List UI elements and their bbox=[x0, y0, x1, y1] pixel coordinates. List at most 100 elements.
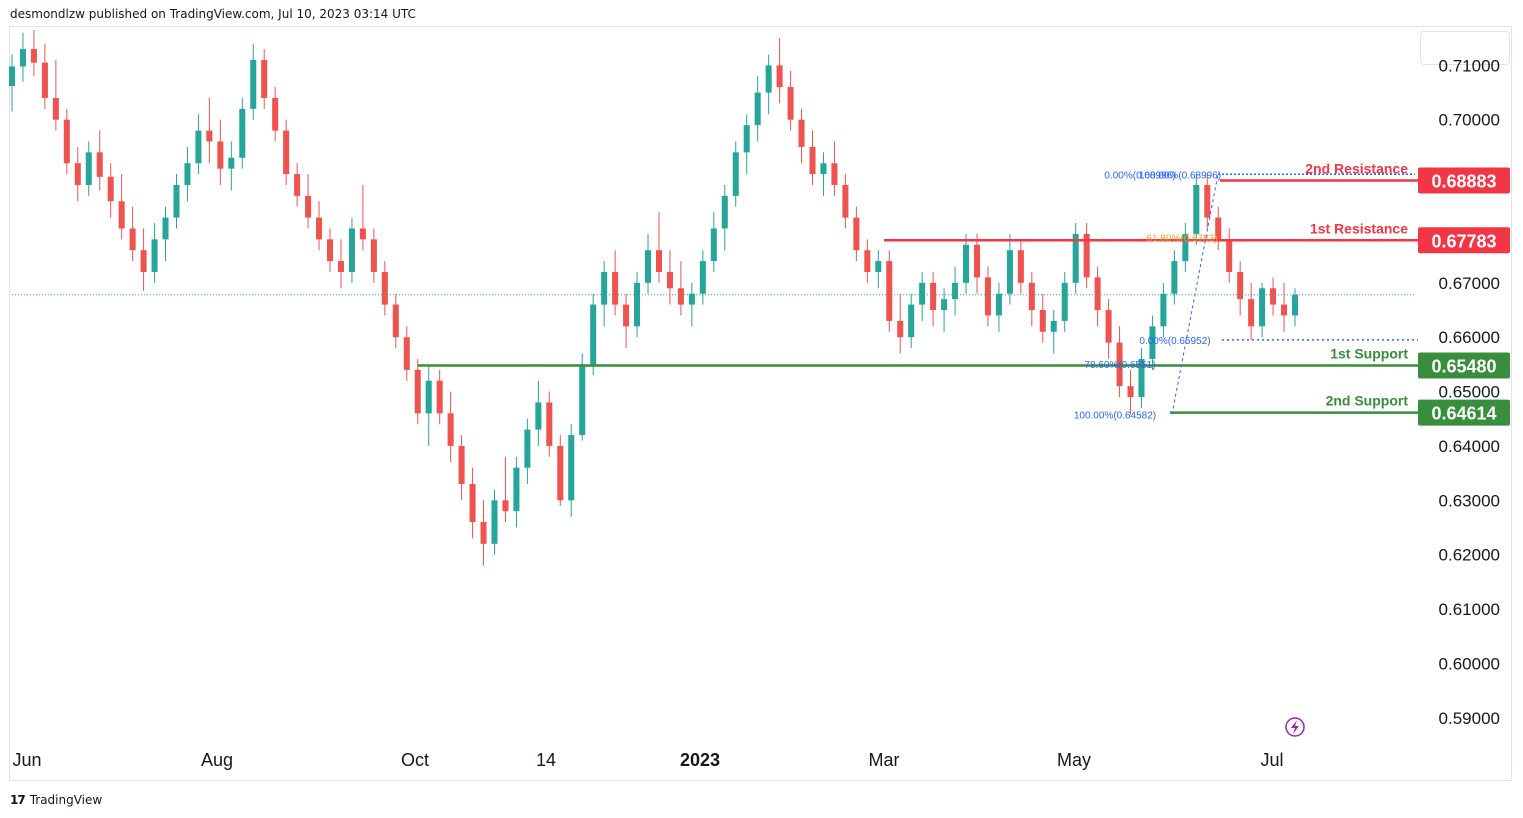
candle bbox=[195, 114, 202, 175]
candle bbox=[173, 174, 180, 229]
candle-body bbox=[425, 380, 432, 414]
candle-body bbox=[63, 119, 70, 164]
candle bbox=[1182, 223, 1189, 272]
candle-body bbox=[853, 217, 860, 251]
candle bbox=[480, 500, 487, 566]
lightning-icon-bolt bbox=[1291, 720, 1299, 734]
candle bbox=[875, 250, 882, 289]
candle-body bbox=[1291, 294, 1299, 316]
candle-body bbox=[568, 435, 575, 501]
candle bbox=[370, 228, 377, 283]
level-label: 1st Resistance bbox=[1310, 220, 1408, 236]
candle bbox=[1171, 250, 1178, 305]
candle bbox=[228, 141, 235, 191]
candle bbox=[1028, 271, 1035, 327]
candle-body bbox=[491, 500, 498, 544]
candle bbox=[1072, 223, 1079, 294]
fib-lower-label: 78.60%(0.6551) bbox=[1084, 360, 1155, 371]
candle-body bbox=[250, 59, 257, 109]
candle-body bbox=[85, 152, 92, 185]
candle-body bbox=[1105, 310, 1112, 343]
candle bbox=[151, 223, 158, 283]
candle-body bbox=[1017, 250, 1024, 283]
misc-layer bbox=[12, 294, 1415, 737]
candle bbox=[206, 97, 213, 164]
candle bbox=[831, 141, 838, 196]
candle-body bbox=[601, 271, 608, 305]
candle bbox=[919, 271, 926, 321]
candle bbox=[732, 141, 739, 207]
fib-upper-label: 100.00%(0.68996) bbox=[1139, 170, 1221, 181]
x-tick-label: 14 bbox=[536, 750, 556, 770]
candle-body bbox=[776, 65, 783, 88]
candle bbox=[1127, 369, 1134, 415]
candle-body bbox=[414, 369, 421, 414]
candle-body bbox=[1083, 233, 1090, 278]
candle bbox=[809, 130, 816, 185]
candle bbox=[118, 174, 125, 240]
candle-body bbox=[721, 195, 728, 229]
candle-body bbox=[272, 97, 279, 131]
candle bbox=[1259, 282, 1266, 338]
lightning-icon[interactable] bbox=[1285, 717, 1305, 737]
candle-body bbox=[1028, 282, 1035, 311]
candle bbox=[886, 250, 893, 332]
candle bbox=[1160, 282, 1167, 338]
candle-body bbox=[107, 176, 114, 202]
candle-body bbox=[677, 288, 684, 305]
candle-body bbox=[151, 239, 158, 272]
x-tick-label: Aug bbox=[201, 750, 233, 770]
level-price-text: 0.65480 bbox=[1431, 356, 1496, 376]
candle bbox=[546, 391, 553, 457]
candle bbox=[688, 282, 695, 327]
level-price-badge bbox=[1418, 352, 1510, 379]
candle-body bbox=[1204, 184, 1211, 218]
candle-body bbox=[403, 337, 410, 370]
candle bbox=[1270, 277, 1277, 316]
candle bbox=[699, 250, 706, 305]
candle bbox=[272, 87, 279, 142]
candle-body bbox=[886, 261, 893, 321]
candle-body bbox=[655, 250, 662, 272]
candle bbox=[414, 358, 421, 425]
chart-control-box[interactable] bbox=[1420, 31, 1510, 65]
candle bbox=[392, 293, 399, 349]
candle bbox=[1061, 271, 1068, 332]
candle bbox=[765, 54, 772, 115]
candle-body bbox=[381, 271, 388, 305]
level-price-badge bbox=[1418, 399, 1510, 426]
y-tick-label: 0.61000 bbox=[1439, 600, 1500, 619]
candle-body bbox=[765, 65, 772, 93]
candle bbox=[645, 233, 652, 294]
candle-body bbox=[864, 250, 871, 272]
x-tick-label: Jun bbox=[12, 750, 41, 770]
candle-body bbox=[173, 184, 180, 218]
candle-body bbox=[973, 244, 981, 278]
candle bbox=[754, 76, 761, 142]
candle bbox=[491, 489, 498, 555]
candle bbox=[1138, 348, 1145, 408]
price-axis: 0.71000 0.70000 0.67000 0.66000 0.65000 0.640… bbox=[1439, 56, 1500, 727]
candle-body bbox=[305, 195, 312, 218]
candle bbox=[721, 184, 728, 251]
candle-body bbox=[1160, 293, 1167, 327]
candle-body bbox=[283, 130, 290, 175]
candle bbox=[568, 424, 575, 517]
candle bbox=[601, 261, 608, 327]
candle-body bbox=[348, 228, 355, 272]
candle-body bbox=[743, 125, 750, 153]
candle-body bbox=[19, 49, 26, 67]
footer-brand[interactable]: 17 TradingView bbox=[10, 793, 102, 807]
candle-body bbox=[1171, 261, 1178, 294]
candle-body bbox=[195, 130, 202, 164]
candle-body bbox=[129, 228, 136, 251]
candle bbox=[710, 212, 717, 272]
level-label: 2nd Resistance bbox=[1305, 160, 1408, 176]
candle bbox=[1105, 299, 1112, 359]
candle bbox=[52, 59, 59, 131]
candle-body bbox=[952, 282, 959, 300]
candle bbox=[337, 239, 344, 289]
y-tick-label: 0.67000 bbox=[1439, 274, 1500, 293]
y-tick-label: 0.66000 bbox=[1439, 328, 1500, 347]
